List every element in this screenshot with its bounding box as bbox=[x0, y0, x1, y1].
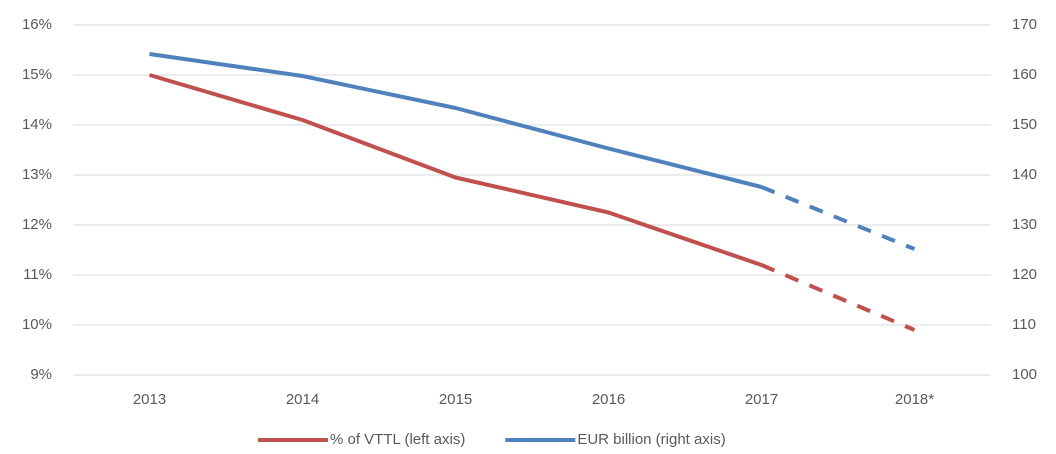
y-tick-label: 13% bbox=[22, 166, 52, 183]
y-tick-label: 9% bbox=[30, 366, 52, 383]
y-tick-label: 15% bbox=[22, 66, 52, 83]
y2-tick-label: 110 bbox=[1012, 316, 1036, 333]
y2-tick-label: 130 bbox=[1012, 216, 1037, 233]
legend-label: EUR billion (right axis) bbox=[577, 431, 725, 448]
y2-tick-label: 140 bbox=[1012, 166, 1037, 183]
x-tick-label: 2018* bbox=[895, 391, 934, 408]
legend-label: % of VTTL (left axis) bbox=[330, 431, 465, 448]
x-tick-label: 2014 bbox=[286, 391, 319, 408]
y2-tick-label: 120 bbox=[1012, 266, 1037, 283]
y-tick-label: 12% bbox=[22, 216, 52, 233]
y2-tick-label: 160 bbox=[1012, 66, 1037, 83]
x-tick-label: 2016 bbox=[592, 391, 625, 408]
line bbox=[149, 52, 762, 189]
y-tick-label: 14% bbox=[22, 116, 52, 133]
line-projected bbox=[760, 185, 916, 251]
y2-tick-label: 150 bbox=[1012, 116, 1037, 133]
y-tick-label: 10% bbox=[22, 316, 52, 333]
y2-tick-label: 170 bbox=[1012, 16, 1037, 33]
x-tick-label: 2015 bbox=[439, 391, 472, 408]
line-projected bbox=[760, 263, 916, 332]
y2-tick-label: 100 bbox=[1012, 366, 1037, 383]
x-tick-label: 2017 bbox=[745, 391, 778, 408]
x-tick-label: 2013 bbox=[133, 391, 166, 408]
line bbox=[148, 73, 763, 267]
y-tick-label: 16% bbox=[22, 16, 52, 33]
y-tick-label: 11% bbox=[23, 266, 52, 283]
